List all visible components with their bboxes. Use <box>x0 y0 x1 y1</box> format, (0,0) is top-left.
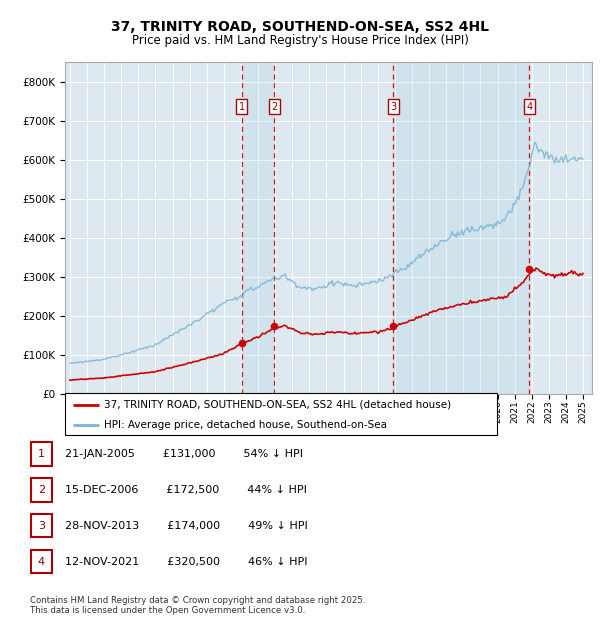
Text: Price paid vs. HM Land Registry's House Price Index (HPI): Price paid vs. HM Land Registry's House … <box>131 34 469 47</box>
Text: 37, TRINITY ROAD, SOUTHEND-ON-SEA, SS2 4HL (detached house): 37, TRINITY ROAD, SOUTHEND-ON-SEA, SS2 4… <box>104 400 451 410</box>
Text: 2: 2 <box>38 485 45 495</box>
Bar <box>242 62 274 394</box>
Text: 15-DEC-2006        £172,500        44% ↓ HPI: 15-DEC-2006 £172,500 44% ↓ HPI <box>65 485 307 495</box>
Text: 28-NOV-2013        £174,000        49% ↓ HPI: 28-NOV-2013 £174,000 49% ↓ HPI <box>65 521 308 531</box>
Text: 4: 4 <box>526 102 533 112</box>
Text: 1: 1 <box>38 449 45 459</box>
Text: HPI: Average price, detached house, Southend-on-Sea: HPI: Average price, detached house, Sout… <box>104 420 386 430</box>
Text: 21-JAN-2005        £131,000        54% ↓ HPI: 21-JAN-2005 £131,000 54% ↓ HPI <box>65 449 303 459</box>
Text: 2: 2 <box>271 102 278 112</box>
Text: Contains HM Land Registry data © Crown copyright and database right 2025.
This d: Contains HM Land Registry data © Crown c… <box>30 596 365 615</box>
Text: 12-NOV-2021        £320,500        46% ↓ HPI: 12-NOV-2021 £320,500 46% ↓ HPI <box>65 557 307 567</box>
Text: 3: 3 <box>390 102 397 112</box>
Text: 3: 3 <box>38 521 45 531</box>
Text: 1: 1 <box>239 102 245 112</box>
Text: 4: 4 <box>38 557 45 567</box>
Bar <box>394 62 529 394</box>
Text: 37, TRINITY ROAD, SOUTHEND-ON-SEA, SS2 4HL: 37, TRINITY ROAD, SOUTHEND-ON-SEA, SS2 4… <box>111 20 489 34</box>
